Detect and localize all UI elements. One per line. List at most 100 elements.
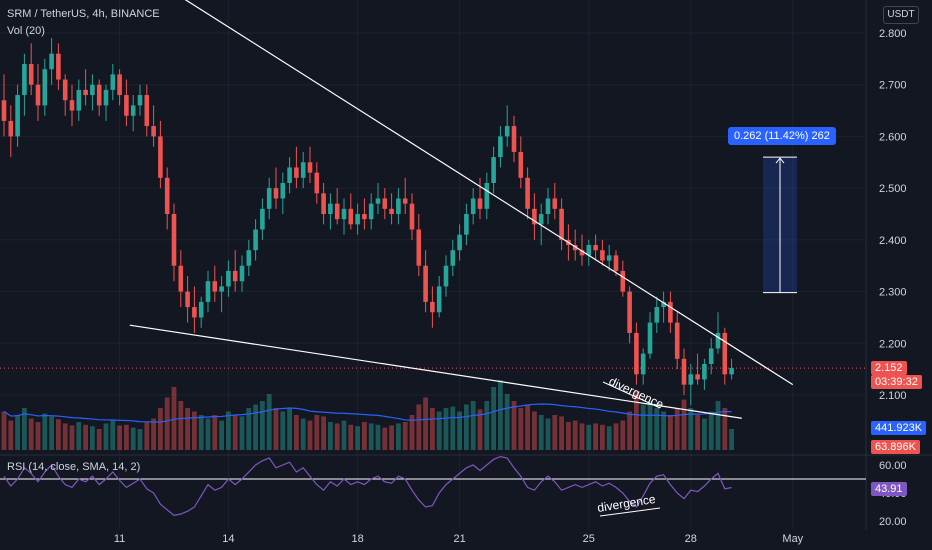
rsi-tick-label: 20.00 [879, 516, 907, 528]
candle [355, 203, 360, 235]
candle [552, 182, 558, 220]
volume-bar [35, 422, 41, 450]
volume-bar [1, 411, 7, 450]
volume-bar [436, 411, 442, 450]
volume-bar [484, 401, 490, 450]
volume-bar [15, 415, 20, 450]
volume-bar [83, 424, 88, 450]
volume-bar [532, 411, 537, 450]
candle [22, 53, 27, 116]
candle [722, 327, 728, 385]
volume-bar [76, 422, 82, 450]
candle [314, 162, 320, 204]
candle [144, 84, 150, 137]
volume-bar [287, 408, 292, 450]
volume-ma-tag: 441.923K [871, 421, 927, 435]
volume-bar [491, 387, 496, 450]
volume-bar [253, 404, 258, 450]
price-tick-label: 2.600 [879, 131, 907, 143]
volume-bar [164, 397, 170, 450]
candle [504, 105, 510, 147]
candle [56, 43, 61, 90]
volume-bar [375, 424, 381, 450]
time-tick-label: 14 [222, 533, 234, 545]
candle [416, 214, 422, 277]
volume-bar [586, 424, 592, 450]
time-tick-label: 11 [114, 533, 125, 545]
candle [436, 276, 442, 318]
candle [572, 229, 578, 261]
candle [470, 188, 476, 225]
volume-bar [300, 418, 306, 450]
volume-indicator-title: Vol (20) [7, 25, 45, 37]
volume-bar [62, 423, 68, 450]
volume-bar [28, 418, 34, 450]
trendlines[interactable] [129, 0, 794, 419]
volume-bar [226, 411, 231, 450]
time-tick-label: 18 [351, 533, 363, 545]
candle [375, 182, 381, 214]
volume-bar [661, 411, 666, 450]
volume-bar [708, 411, 714, 450]
candle [586, 239, 592, 266]
volume-bar [572, 420, 578, 450]
price-tick-label: 2.500 [879, 183, 907, 195]
candle [35, 64, 41, 121]
candle [69, 84, 75, 127]
volume-bar [130, 427, 136, 450]
descending-support-line[interactable] [129, 324, 742, 419]
candle [110, 64, 116, 101]
volume-bar [511, 401, 517, 450]
candles [1, 38, 734, 406]
volume-bar [409, 415, 415, 450]
candle [287, 157, 292, 194]
measure-label: 0.262 (11.42%) 262 [728, 127, 836, 145]
volume-bar [103, 423, 109, 450]
candle [76, 79, 82, 121]
candle [518, 136, 524, 189]
candle [423, 250, 428, 313]
candle [137, 84, 143, 116]
candle [328, 193, 333, 230]
candle [498, 126, 503, 168]
volume-bar [144, 422, 150, 450]
candle [457, 224, 462, 261]
candle [532, 193, 537, 240]
volume-bar [69, 425, 75, 450]
candle [681, 348, 687, 395]
descending-resistance-line[interactable] [181, 0, 794, 386]
candle [559, 198, 564, 251]
symbol-title: SRM / TetherUS, 4h, BINANCE [7, 8, 160, 20]
volume-bar [96, 429, 102, 450]
candle [198, 296, 204, 328]
volume-bar [423, 397, 428, 450]
candle [409, 193, 415, 240]
volume-bar [593, 423, 598, 450]
axes: 2.800 2.700 2.600 2.500 2.400 2.300 2.200 2.100… [114, 28, 907, 545]
rsi-divergence-label: divergence [596, 492, 656, 515]
candle [253, 219, 258, 261]
volume-bar [246, 408, 252, 450]
candle [443, 255, 449, 297]
volume-bar [627, 411, 632, 450]
currency-button[interactable]: USDT [883, 6, 919, 24]
measure-tool[interactable] [763, 156, 797, 294]
candle [49, 38, 54, 85]
volume-bar [470, 401, 476, 450]
candle [96, 79, 102, 116]
volume-bar [368, 423, 374, 450]
volume-bar [552, 415, 558, 450]
candle [158, 120, 163, 189]
last-price-tag: 2.152 [871, 361, 907, 375]
volume-bar [443, 408, 449, 450]
candle [239, 255, 245, 292]
candle [117, 69, 122, 106]
candle [90, 74, 95, 111]
volume-bar [117, 425, 122, 450]
volume-bar [477, 409, 483, 450]
candle [103, 84, 109, 121]
volume-bar [307, 420, 313, 450]
candle [15, 84, 20, 147]
candle [579, 234, 585, 266]
